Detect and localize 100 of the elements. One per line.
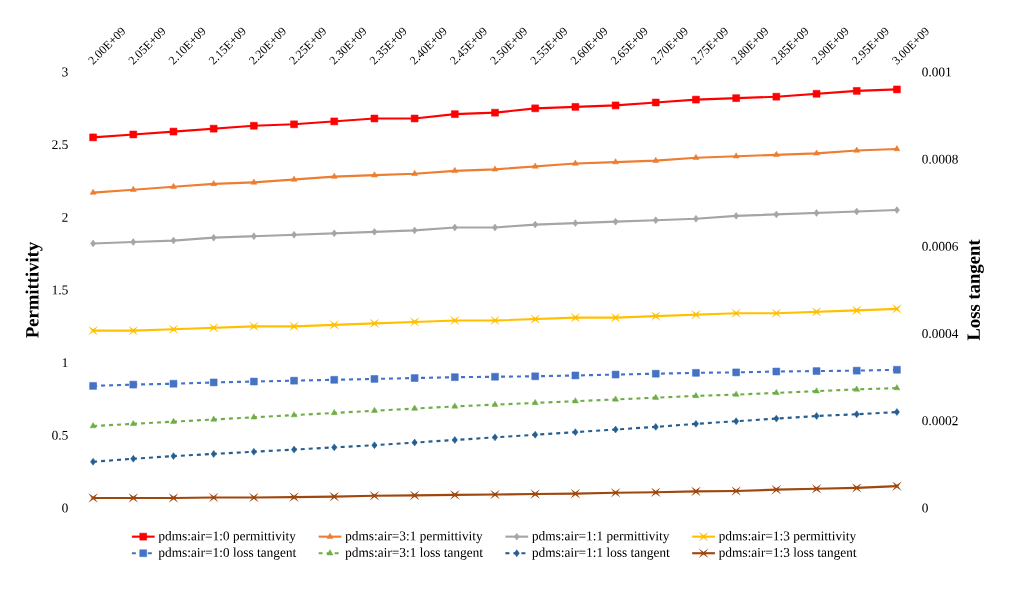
point <box>572 219 579 228</box>
point <box>491 109 499 117</box>
point <box>291 231 297 239</box>
point <box>813 412 820 420</box>
point <box>572 397 579 404</box>
point <box>612 218 619 226</box>
point <box>692 96 700 104</box>
point <box>170 452 177 461</box>
point <box>209 125 218 133</box>
point <box>450 315 460 326</box>
point <box>531 162 539 169</box>
point <box>210 234 217 242</box>
point <box>88 326 98 336</box>
point <box>290 175 298 182</box>
point <box>692 369 700 377</box>
point <box>652 370 660 378</box>
point <box>291 446 297 454</box>
point <box>129 381 138 389</box>
point <box>250 232 257 241</box>
point <box>771 308 782 319</box>
point <box>250 448 257 456</box>
point <box>250 413 258 420</box>
point <box>853 385 860 392</box>
y-tick-label: 3 <box>62 67 68 77</box>
point <box>610 488 621 498</box>
point <box>450 490 460 500</box>
point <box>290 377 298 385</box>
y-tick-label: 1 <box>62 358 68 368</box>
y-tick-label: 1.5 <box>52 285 68 295</box>
point <box>852 367 861 375</box>
point <box>490 315 500 326</box>
point <box>89 382 97 390</box>
point <box>893 384 901 391</box>
point <box>811 307 822 317</box>
point <box>250 122 258 130</box>
point <box>210 450 217 458</box>
point <box>411 226 418 235</box>
point <box>652 157 660 163</box>
point <box>570 312 581 323</box>
point <box>89 133 97 142</box>
y2-tick-label: 0.0008 <box>922 154 958 164</box>
point <box>652 394 660 400</box>
legend-label: pdms:air=1:0 loss tangent <box>158 547 297 560</box>
point <box>813 149 820 156</box>
point <box>88 493 98 503</box>
point <box>693 420 699 428</box>
point <box>893 85 901 94</box>
point <box>170 237 177 245</box>
legend-label: pdms:air=1:3 permittivity <box>718 531 857 544</box>
point <box>530 314 540 325</box>
point <box>371 228 378 236</box>
point <box>169 380 178 388</box>
point <box>732 152 740 159</box>
point <box>773 210 780 219</box>
point <box>612 395 619 402</box>
point <box>130 455 137 463</box>
point <box>491 373 499 381</box>
point <box>128 493 139 503</box>
point <box>773 415 780 423</box>
point <box>773 151 780 157</box>
point <box>210 180 217 187</box>
point <box>330 117 338 126</box>
point <box>692 154 700 160</box>
point <box>451 167 459 173</box>
point <box>612 158 619 165</box>
point <box>410 374 419 382</box>
point <box>532 221 539 229</box>
point <box>210 415 217 422</box>
point <box>409 317 420 327</box>
point <box>733 417 740 426</box>
legend-label: pdms:air=1:0 permittivity <box>158 531 296 544</box>
point <box>772 93 781 101</box>
point <box>732 94 740 103</box>
point <box>89 422 97 429</box>
point <box>409 490 420 501</box>
point <box>331 443 338 452</box>
point <box>531 372 539 381</box>
point <box>491 165 499 172</box>
point <box>732 368 740 377</box>
point <box>490 489 500 500</box>
point <box>290 411 298 418</box>
point <box>771 485 782 495</box>
y-tick-label: 0 <box>62 503 68 513</box>
point <box>612 425 619 434</box>
point <box>371 407 378 413</box>
point <box>893 366 901 374</box>
point <box>168 324 179 335</box>
y2-tick-label: 0 <box>922 503 928 513</box>
point <box>369 491 380 501</box>
point <box>90 458 96 466</box>
point <box>571 371 580 380</box>
point <box>691 310 701 320</box>
point <box>851 483 862 493</box>
point <box>531 399 539 406</box>
y2-axis-title: Loss tangent <box>967 239 984 341</box>
y2-tick-label: 0.001 <box>922 67 951 77</box>
point <box>410 114 419 123</box>
point <box>329 492 340 502</box>
point <box>371 441 378 450</box>
point <box>250 178 258 185</box>
